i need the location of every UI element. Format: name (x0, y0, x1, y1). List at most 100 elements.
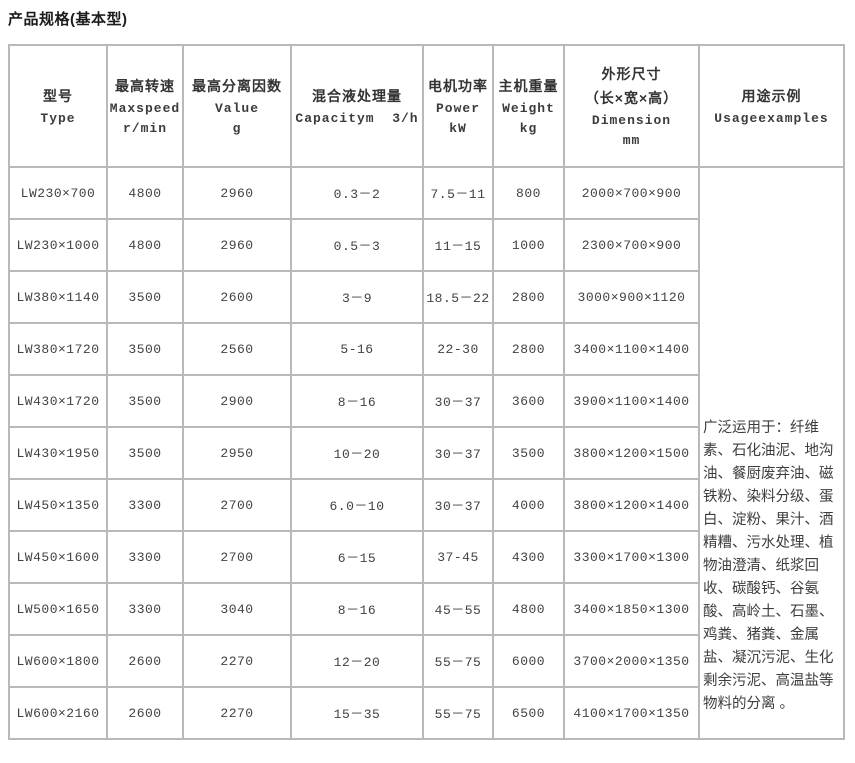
cell-weight: 6500 (492, 686, 565, 740)
model-value: LW450×1350 (16, 498, 100, 513)
capacity-value: 15－35 (333, 707, 381, 722)
cell-capacity: 3－9 (290, 270, 424, 324)
cell-dimension: 3300×1700×1300 (563, 530, 700, 584)
capacity-value: 12－20 (333, 655, 381, 670)
cell-speed: 3300 (106, 478, 184, 532)
table-row: LW230×700 4800 2960 0.3－2 7.5－11 800 200… (8, 166, 845, 740)
cell-capacity: 0.5－3 (290, 218, 424, 272)
header-weight-en: Weight (502, 100, 555, 116)
cell-power: 55－75 (422, 686, 494, 740)
table-row: LW380×1720 3500 2560 5-16 22-30 2800 340… (8, 322, 844, 376)
cell-factor: 2600 (182, 270, 292, 324)
header-power-zh: 电机功率 (428, 77, 488, 94)
cell-model: LW500×1650 (8, 582, 108, 636)
weight-value: 4000 (511, 498, 546, 513)
usage-examples-text: 广泛运用于：纤维素、石化油泥、地沟油、餐厨废弃油、磁铁粉、染料分级、蛋白、淀粉、… (703, 420, 834, 712)
capacity-value: 10－20 (333, 447, 381, 462)
capacity-value: 6－15 (337, 551, 377, 566)
factor-value: 2950 (220, 446, 254, 461)
header-cell-power: 电机功率 Power kW (422, 44, 494, 168)
cell-model: LW230×700 (8, 166, 108, 220)
power-value: 18.5－22 (426, 291, 490, 306)
model-value: LW430×1950 (16, 446, 100, 461)
table-row: LW600×1800 2600 2270 12－20 55－75 6000 37… (8, 634, 844, 688)
dimension-value: 3700×2000×1350 (573, 654, 690, 669)
product-spec-table: 型号 Type 最高转速 Maxspeed r/min 最高分离因数 Value… (8, 44, 845, 740)
cell-speed: 3300 (106, 582, 184, 636)
header-cell-model: 型号 Type (8, 44, 108, 168)
capacity-value: 8－16 (337, 603, 377, 618)
factor-value: 2270 (220, 706, 254, 721)
power-value: 55－75 (434, 707, 482, 722)
cell-weight: 4300 (492, 530, 565, 584)
speed-value: 2600 (128, 706, 162, 721)
weight-value: 6000 (511, 654, 546, 669)
cell-dimension: 3000×900×1120 (563, 270, 700, 324)
factor-value: 2960 (220, 238, 254, 253)
cell-speed: 3500 (106, 322, 184, 376)
header-model-en: Type (40, 110, 76, 126)
header-maxspeed-zh: 最高转速 (115, 77, 175, 94)
dimension-value: 2000×700×900 (581, 186, 682, 201)
weight-value: 4800 (511, 602, 546, 617)
cell-weight: 3500 (492, 426, 565, 480)
weight-value: 800 (516, 186, 541, 201)
header-cell-dimension: 外形尺寸 （长×宽×高） Dimension mm (563, 44, 700, 168)
dimension-value: 3400×1100×1400 (573, 342, 690, 357)
power-value: 30－37 (434, 395, 482, 410)
model-value: LW430×1720 (16, 394, 100, 409)
header-dimension-en: Dimension (591, 112, 672, 128)
cell-power: 45－55 (422, 582, 494, 636)
header-cell-separation-factor: 最高分离因数 Value g (182, 44, 292, 168)
header-dimension-unit: mm (622, 132, 641, 148)
cell-weight: 800 (492, 166, 565, 220)
header-cell-usage: 用途示例 Usageexamples (698, 44, 845, 168)
cell-capacity: 12－20 (290, 634, 424, 688)
cell-weight: 3600 (492, 374, 565, 428)
cell-factor: 2270 (182, 686, 292, 740)
cell-speed: 3500 (106, 374, 184, 428)
speed-value: 4800 (128, 238, 162, 253)
cell-model: LW230×1000 (8, 218, 108, 272)
usage-examples-cell: 广泛运用于：纤维素、石化油泥、地沟油、餐厨废弃油、磁铁粉、染料分级、蛋白、淀粉、… (698, 166, 845, 740)
header-cell-capacity: 混合液处理量 Capacitym 3/h (290, 44, 424, 168)
cell-capacity: 8－16 (290, 582, 424, 636)
cell-speed: 4800 (106, 218, 184, 272)
cell-power: 11－15 (422, 218, 494, 272)
header-power-en: Power (435, 100, 480, 116)
model-value: LW380×1140 (16, 290, 100, 305)
cell-speed: 3300 (106, 530, 184, 584)
capacity-value: 0.5－3 (333, 239, 381, 254)
table-row: LW600×2160 2600 2270 15－35 55－75 6500 41… (8, 686, 844, 740)
cell-factor: 2700 (182, 530, 292, 584)
header-factor-en: Value (214, 100, 259, 116)
table-row: LW450×1600 3300 2700 6－15 37-45 4300 330… (8, 530, 844, 584)
cell-model: LW430×1950 (8, 426, 108, 480)
cell-factor: 2560 (182, 322, 292, 376)
speed-value: 3500 (128, 394, 162, 409)
cell-factor: 3040 (182, 582, 292, 636)
header-power-unit: kW (449, 120, 467, 136)
cell-dimension: 3400×1100×1400 (563, 322, 700, 376)
dimension-value: 3800×1200×1400 (573, 498, 690, 513)
model-value: LW500×1650 (16, 602, 100, 617)
page-title: 产品规格(基本型) (8, 11, 128, 28)
model-value: LW450×1600 (16, 550, 100, 565)
cell-dimension: 3800×1200×1500 (563, 426, 700, 480)
power-value: 11－15 (434, 239, 482, 254)
header-capacity-zh: 混合液处理量 (312, 87, 402, 104)
header-cell-maxspeed: 最高转速 Maxspeed r/min (106, 44, 184, 168)
cell-dimension: 4100×1700×1350 (563, 686, 700, 740)
dimension-value: 2300×700×900 (581, 238, 682, 253)
table-row: LW450×1350 3300 2700 6.0－10 30－37 4000 3… (8, 478, 844, 532)
cell-speed: 3500 (106, 426, 184, 480)
cell-dimension: 3800×1200×1400 (563, 478, 700, 532)
cell-dimension: 3900×1100×1400 (563, 374, 700, 428)
factor-value: 2600 (220, 290, 254, 305)
model-value: LW230×700 (20, 186, 96, 201)
header-cell-weight: 主机重量 Weight kg (492, 44, 565, 168)
cell-capacity: 5-16 (290, 322, 424, 376)
dimension-value: 3000×900×1120 (577, 290, 686, 305)
header-model-zh: 型号 (43, 87, 73, 104)
cell-weight: 4800 (492, 582, 565, 636)
